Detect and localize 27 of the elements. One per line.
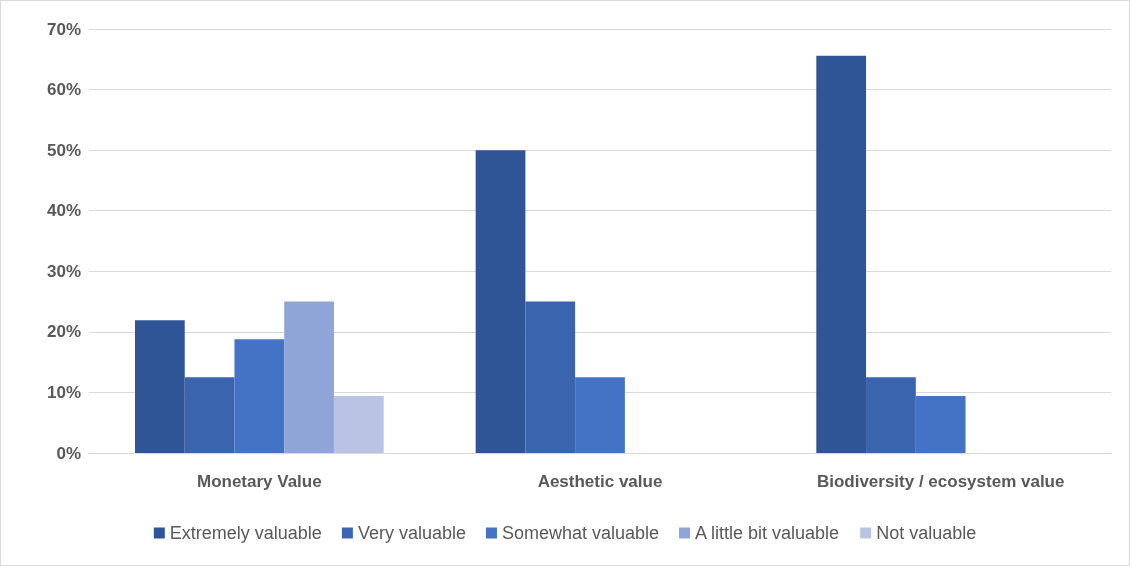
y-tick-label: 40% <box>46 201 81 221</box>
legend-label: Extremely valuable <box>169 523 322 543</box>
bar <box>134 320 185 453</box>
bar <box>284 301 334 453</box>
x-tick-label: Biodiversity / ecosystem value <box>816 472 1065 491</box>
bar <box>475 150 526 453</box>
bar <box>575 377 625 453</box>
bar <box>915 396 966 453</box>
legend-label: Not valuable <box>876 523 977 543</box>
y-tick-label: 70% <box>46 19 81 39</box>
bar <box>866 377 916 453</box>
bar <box>816 55 867 453</box>
y-tick-label: 50% <box>46 140 81 160</box>
bar <box>333 396 384 453</box>
y-tick-label: 10% <box>46 382 81 402</box>
bar <box>184 377 235 453</box>
x-tick-label: Monetary Value <box>196 472 322 491</box>
legend-label: A little bit valuable <box>695 523 840 543</box>
y-tick-label: 0% <box>56 443 81 463</box>
legend-label: Very valuable <box>357 523 466 543</box>
y-tick-label: 30% <box>46 261 81 281</box>
y-tick-label: 60% <box>46 80 81 100</box>
bar <box>525 301 576 453</box>
legend-label: Somewhat valuable <box>501 523 660 543</box>
bar <box>234 339 285 453</box>
y-tick-label: 20% <box>46 322 81 342</box>
x-tick-label: Aesthetic value <box>537 472 663 491</box>
